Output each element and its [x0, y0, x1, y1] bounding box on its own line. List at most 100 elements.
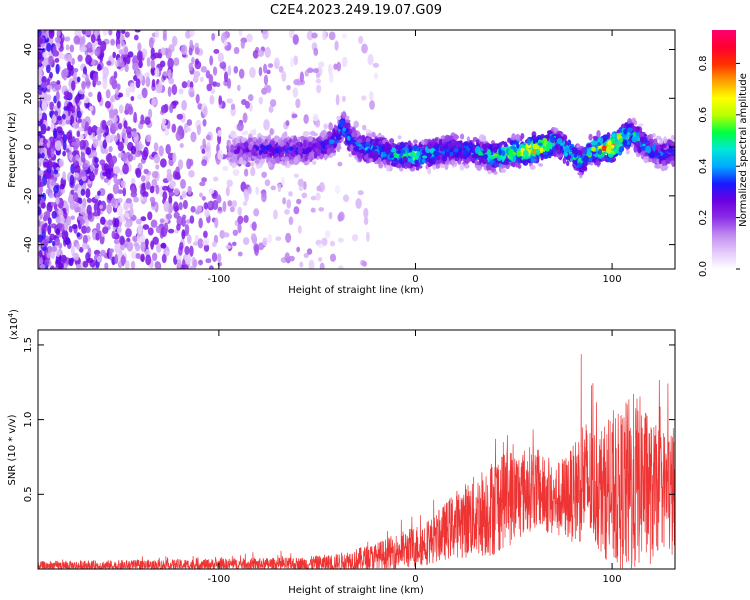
heatmap-cell — [41, 246, 47, 252]
heatmap-cell — [527, 138, 531, 146]
heatmap-cell — [637, 146, 642, 154]
heatmap-cell — [56, 126, 63, 134]
heatmap-cell — [303, 139, 307, 148]
heatmap-cell — [252, 128, 257, 136]
heatmap-cell — [270, 185, 277, 191]
heatmap-cell — [487, 169, 492, 175]
heatmap-cell — [39, 263, 46, 269]
heatmap-cell — [395, 163, 402, 169]
heatmap-cell — [650, 151, 655, 159]
heatmap-cell — [182, 199, 188, 210]
heatmap-cell — [201, 159, 208, 167]
heatmap-cell — [127, 105, 134, 115]
heatmap-cell — [355, 146, 360, 150]
heatmap-cell — [516, 150, 522, 156]
heatmap-cell — [315, 192, 321, 201]
heatmap-cell — [455, 140, 461, 147]
heatmap-cell — [176, 259, 182, 268]
heatmap-cell — [186, 158, 192, 170]
heatmap-cell — [155, 184, 160, 195]
heatmap-cell — [168, 191, 175, 197]
heatmap-cell — [130, 96, 135, 102]
heatmap-cell — [129, 201, 134, 210]
heatmap-cell — [101, 119, 107, 131]
heatmap-cell — [217, 149, 224, 161]
heatmap-cell — [56, 100, 61, 109]
heatmap-cell — [250, 232, 257, 242]
heatmap-cell — [173, 57, 180, 66]
heatmap-cell — [242, 201, 248, 206]
heatmap-cell — [76, 243, 81, 250]
heatmap-cell — [144, 116, 151, 126]
heatmap-cell — [77, 118, 82, 123]
heatmap-cell — [161, 185, 169, 191]
heatmap-cell — [373, 72, 379, 80]
heatmap-cell — [133, 196, 139, 203]
heatmap-cell — [55, 90, 60, 102]
heatmap-cell — [273, 57, 280, 69]
heatmap-cell — [311, 32, 318, 39]
heatmap-cell — [79, 44, 86, 53]
heatmap-cell — [233, 66, 239, 74]
heatmap-cell — [318, 207, 325, 212]
x-tick-label: -100 — [208, 274, 231, 285]
heatmap-cell — [328, 211, 333, 220]
heatmap-cell — [197, 238, 204, 249]
heatmap-cell — [250, 166, 256, 177]
heatmap-cell — [304, 153, 308, 162]
heatmap-cell — [202, 138, 206, 147]
heatmap-cell — [186, 119, 193, 126]
heatmap-cell — [298, 186, 304, 191]
heatmap-cell — [228, 141, 232, 147]
heatmap-cell — [299, 261, 304, 268]
heatmap-cell — [62, 68, 69, 77]
heatmap-cell — [86, 257, 94, 264]
heatmap-cell — [120, 61, 125, 68]
heatmap-cell — [192, 259, 198, 268]
heatmap-cell — [188, 170, 195, 178]
heatmap-cell — [421, 158, 426, 163]
heatmap-cell — [135, 140, 140, 153]
heatmap-cell — [161, 253, 167, 264]
heatmap-cell — [326, 148, 331, 156]
heatmap-cell — [55, 63, 60, 75]
heatmap-cell — [247, 186, 252, 195]
heatmap-cell — [181, 99, 188, 111]
heatmap-cell — [366, 137, 370, 143]
heatmap-cell — [64, 36, 71, 42]
heatmap-cell — [416, 151, 420, 157]
heatmap-cell — [38, 226, 42, 235]
heatmap-cell — [573, 153, 578, 158]
heatmap-cell — [493, 171, 498, 175]
heatmap-cell — [223, 71, 229, 83]
heatmap-cell — [194, 46, 200, 55]
heatmap-cell — [625, 149, 630, 155]
heatmap-cell — [94, 157, 99, 164]
heatmap-cell — [80, 152, 86, 162]
heatmap-cell — [564, 147, 570, 153]
spectrogram-x-ticks: -100 0 100 — [208, 30, 622, 285]
heatmap-cell — [129, 82, 136, 93]
heatmap-cell — [631, 136, 638, 143]
heatmap-cell — [319, 132, 325, 136]
heatmap-cell — [238, 68, 245, 79]
heatmap-cell — [142, 191, 149, 198]
heatmap-cell — [99, 159, 106, 166]
heatmap-cell — [663, 165, 669, 169]
heatmap-cell — [50, 245, 57, 253]
heatmap-cell — [79, 218, 85, 226]
heatmap-cell — [531, 134, 537, 141]
heatmap-cell — [188, 62, 194, 71]
heatmap-cell — [267, 233, 273, 244]
heatmap-cell — [522, 149, 529, 158]
heatmap-cell — [198, 217, 203, 229]
heatmap-cell — [140, 253, 145, 263]
heatmap-cell — [269, 99, 277, 108]
heatmap-cell — [81, 30, 87, 35]
heatmap-cell — [610, 144, 615, 149]
heatmap-cell — [139, 119, 146, 125]
heatmap-cell — [498, 148, 502, 156]
heatmap-cell — [364, 142, 371, 148]
heatmap-cell — [466, 157, 471, 163]
